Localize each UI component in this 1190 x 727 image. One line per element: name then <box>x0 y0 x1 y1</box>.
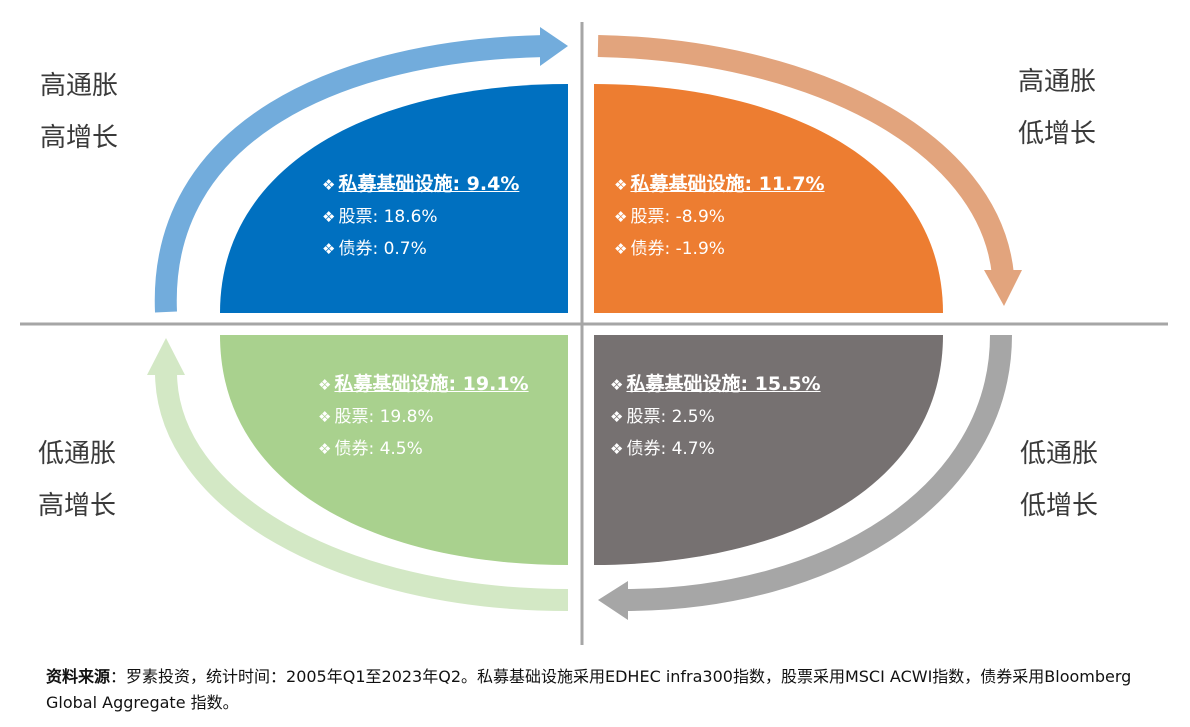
growth-label: 高增长 <box>40 123 119 153</box>
diamond-bullet-icon: ❖ <box>610 408 624 426</box>
stocks-return: 股票: 18.6% <box>338 207 438 227</box>
bonds-return: 债券: 0.7% <box>338 239 427 259</box>
quadrant-top-left-text: ❖ 私募基础设施: 9.4% ❖ 股票: 18.6% ❖ 债券: 0.7% <box>322 168 519 265</box>
infra-return: 私募基础设施: 9.4% <box>338 173 520 195</box>
arrow-bottom-left <box>147 338 569 611</box>
growth-label: 低增长 <box>1020 491 1099 521</box>
quadrant-top-right-text: ❖ 私募基础设施: 11.7% ❖ 股票: -8.9% ❖ 债券: -1.9% <box>614 168 825 265</box>
growth-label: 低增长 <box>1018 119 1097 149</box>
diamond-bullet-icon: ❖ <box>322 240 336 258</box>
arrow-bottom-right <box>598 334 1012 620</box>
source-note: 资料来源：罗素投资，统计时间：2005年Q1至2023年Q2。私募基础设施采用E… <box>46 664 1156 716</box>
regime-label-bottom-right: 低通胀 低增长 <box>1020 428 1098 532</box>
diamond-bullet-icon: ❖ <box>318 408 332 426</box>
arrow-top-right <box>597 35 1022 306</box>
diamond-bullet-icon: ❖ <box>322 208 336 226</box>
infra-return: 私募基础设施: 15.5% <box>626 373 821 395</box>
diamond-bullet-icon: ❖ <box>318 376 332 394</box>
quadrant-bottom-left-shape <box>220 335 568 565</box>
quadrant-bottom-right-shape <box>594 335 943 565</box>
bonds-return: 债券: -1.9% <box>630 239 725 259</box>
bonds-return: 债券: 4.7% <box>626 439 715 459</box>
diamond-bullet-icon: ❖ <box>614 208 628 226</box>
diamond-bullet-icon: ❖ <box>610 440 624 458</box>
inflation-label: 高通胀 <box>40 71 119 101</box>
regime-label-top-left: 高通胀 高增长 <box>40 60 118 164</box>
quadrant-top-left-shape <box>220 84 568 313</box>
source-label: 资料来源 <box>46 667 111 686</box>
arrow-top-left <box>154 27 568 313</box>
regime-label-bottom-left: 低通胀 高增长 <box>38 428 116 532</box>
diamond-bullet-icon: ❖ <box>614 176 628 194</box>
growth-label: 高增长 <box>38 491 117 521</box>
source-text: ：罗素投资，统计时间：2005年Q1至2023年Q2。私募基础设施采用EDHEC… <box>46 667 1132 712</box>
diamond-bullet-icon: ❖ <box>614 240 628 258</box>
diamond-bullet-icon: ❖ <box>322 176 336 194</box>
stocks-return: 股票: -8.9% <box>630 207 725 227</box>
regime-diagram <box>20 22 1168 645</box>
stocks-return: 股票: 19.8% <box>334 407 434 427</box>
bonds-return: 债券: 4.5% <box>334 439 423 459</box>
inflation-label: 低通胀 <box>38 439 117 469</box>
diamond-bullet-icon: ❖ <box>610 376 624 394</box>
inflation-label: 高通胀 <box>1018 67 1097 97</box>
infra-return: 私募基础设施: 19.1% <box>334 373 529 395</box>
infra-return: 私募基础设施: 11.7% <box>630 173 825 195</box>
inflation-label: 低通胀 <box>1020 439 1099 469</box>
quadrant-top-right-shape <box>594 84 943 313</box>
quadrant-bottom-left-text: ❖ 私募基础设施: 19.1% ❖ 股票: 19.8% ❖ 债券: 4.5% <box>318 368 529 465</box>
diamond-bullet-icon: ❖ <box>318 440 332 458</box>
stocks-return: 股票: 2.5% <box>626 407 715 427</box>
regime-label-top-right: 高通胀 低增长 <box>1018 56 1096 160</box>
quadrant-bottom-right-text: ❖ 私募基础设施: 15.5% ❖ 股票: 2.5% ❖ 债券: 4.7% <box>610 368 821 465</box>
